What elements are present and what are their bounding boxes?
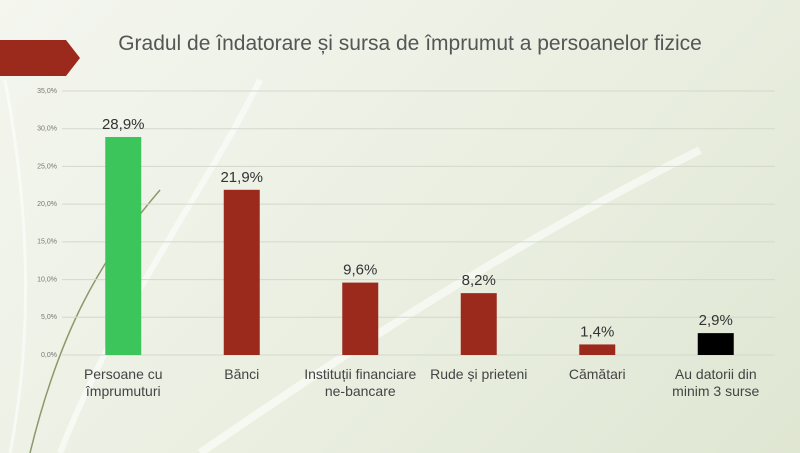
bar: [342, 282, 379, 355]
y-tick-label: 0,0%: [41, 352, 57, 359]
bar: [105, 137, 142, 355]
x-tick-label: Instituții financiare ne-bancare: [304, 366, 417, 399]
x-tick-label: Au datorii din minim 3 surse: [672, 366, 760, 399]
y-tick-label: 5,0%: [41, 314, 57, 321]
value-label: 2,9%: [699, 312, 733, 329]
y-tick-label: 20,0%: [37, 201, 57, 208]
bar: [223, 189, 260, 355]
x-tick-label: Bănci: [224, 366, 260, 382]
x-tick-label: Rude și prieteni: [430, 366, 528, 382]
title-arrow: [0, 40, 80, 76]
value-label: 9,6%: [343, 262, 377, 279]
x-tick-label: Cămătari: [568, 366, 626, 382]
decoration: [3, 78, 702, 453]
bar: [460, 293, 497, 355]
chart-title: Gradul de îndatorare și sursa de împrumu…: [118, 32, 702, 55]
y-tick-label: 35,0%: [37, 88, 57, 95]
x-tick-label: Persoane cu împrumuturi: [83, 366, 163, 399]
y-tick-label: 25,0%: [37, 163, 57, 170]
value-label: 21,9%: [220, 169, 263, 186]
y-tick-label: 10,0%: [37, 276, 57, 283]
y-tick-label: 30,0%: [37, 126, 57, 133]
value-label: 8,2%: [462, 272, 496, 289]
bar: [579, 344, 616, 355]
value-label: 1,4%: [580, 323, 614, 340]
y-tick-label: 15,0%: [37, 239, 57, 246]
value-label: 28,9%: [102, 116, 145, 133]
bar: [697, 333, 734, 355]
